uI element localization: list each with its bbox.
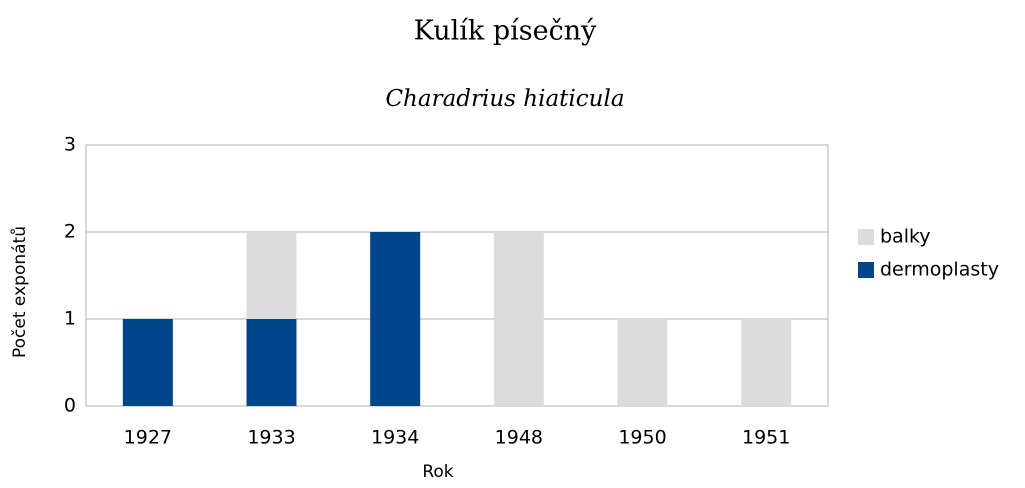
bar-segment (246, 319, 297, 406)
bar-segment (122, 319, 173, 406)
x-tick-label: 1950 (618, 427, 666, 449)
bar-segment (246, 232, 297, 319)
y-tick-label: 0 (64, 395, 76, 417)
legend-swatch (858, 229, 874, 245)
x-axis-label: Rok (422, 462, 453, 482)
x-tick-label: 1927 (124, 427, 172, 449)
bar-segment (493, 232, 544, 406)
chart-subtitle: Charadrius hiaticula (385, 86, 624, 112)
bar-segment (741, 319, 792, 406)
legend-label: balky (880, 226, 931, 248)
x-tick-label: 1948 (495, 427, 543, 449)
y-tick-label: 2 (64, 221, 76, 243)
y-axis-label: Počet exponátů (10, 226, 30, 358)
y-tick-label: 1 (64, 308, 76, 330)
bar-segment (617, 319, 668, 406)
x-tick-label: 1933 (247, 427, 295, 449)
y-tick-label: 3 (64, 134, 76, 156)
legend-swatch (858, 262, 874, 278)
x-tick-label: 1934 (371, 427, 419, 449)
legend-label: dermoplasty (880, 259, 999, 281)
plot-area (85, 144, 829, 407)
chart-title: Kulík písečný (414, 16, 597, 47)
x-tick-label: 1951 (742, 427, 790, 449)
bar-segment (370, 232, 421, 406)
